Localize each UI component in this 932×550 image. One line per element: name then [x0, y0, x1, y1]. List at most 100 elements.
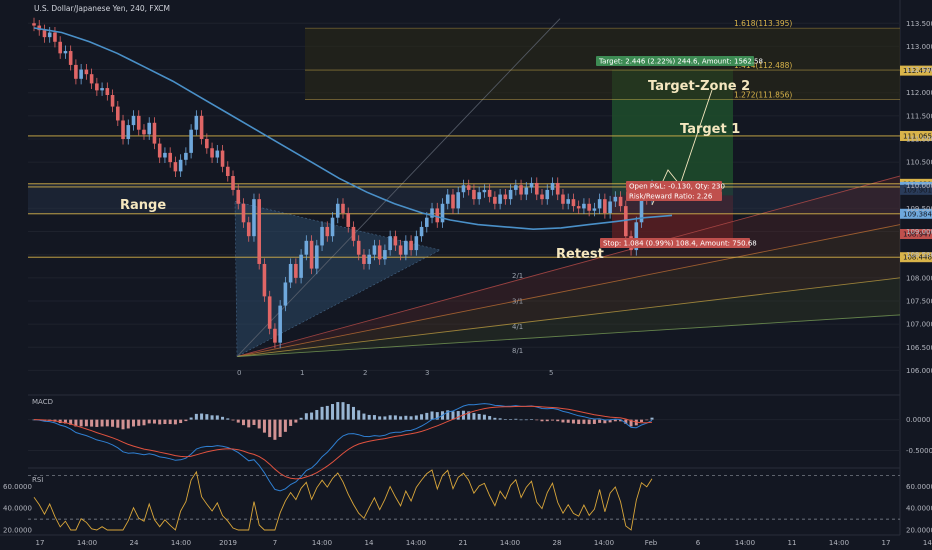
candle-body-108: [597, 199, 602, 209]
macd-hist-bar-112: [619, 419, 623, 422]
fan-line-3: [236, 314, 901, 357]
candle-body-26: [168, 152, 172, 163]
candle-body-17: [121, 120, 125, 139]
grid-layer: [28, 22, 900, 371]
macd-hist-bar-28: [179, 419, 183, 424]
macd-hist-bar-41: [247, 419, 251, 428]
macd-hist-bar-104: [577, 419, 581, 425]
candle-body-40: [241, 203, 246, 223]
candle-body-24: [157, 143, 162, 158]
candle-body-44: [262, 263, 267, 297]
stop-info-text: Stop: 1.084 (0.99%) 108.4, Amount: 750.6…: [603, 240, 757, 248]
candle-body-93: [519, 185, 523, 195]
time-tick-label-9: 21: [459, 539, 468, 547]
candle-body-115: [634, 222, 639, 251]
fib-label-0: 1.618(113.395): [734, 19, 792, 28]
candle-body-12: [95, 83, 99, 91]
price-tag-label-4: 109.901: [903, 186, 932, 194]
time-tick-label-16: 11: [788, 539, 797, 547]
rsi-label: RSI: [32, 476, 43, 484]
macd-hist-bar-26: [168, 419, 172, 425]
candle-body-9: [79, 69, 83, 79]
macd-hist-bar-97: [540, 419, 544, 422]
macd-hist-bar-12: [95, 419, 99, 427]
time-tick-label-5: 7: [273, 539, 277, 547]
macd-hist-bar-61: [351, 406, 355, 420]
macd-hist-bar-55: [320, 406, 324, 420]
candle-body-8: [74, 64, 78, 79]
candle-body-43: [257, 199, 262, 264]
macd-hist-bar-92: [514, 418, 518, 420]
target-info-bg: [596, 56, 754, 66]
candle-body-38: [231, 176, 235, 190]
price-tag-bg-1: [900, 130, 932, 141]
candle-body-31: [194, 115, 199, 130]
macd-hist-bar-17: [121, 419, 125, 430]
rsi-line: [33, 469, 653, 531]
macd-hist-bar-118: [650, 417, 654, 420]
macd-hist-bar-23: [152, 419, 156, 424]
candle-body-116: [639, 194, 644, 223]
candle-body-50: [294, 263, 298, 278]
macd-hist-bar-54: [315, 410, 319, 420]
macd-hist-bar-102: [566, 419, 570, 423]
fan-line-1: [236, 224, 901, 357]
time-tick-label-1: 14:00: [77, 539, 97, 547]
candle-body-25: [163, 152, 167, 158]
candle-body-16: [115, 106, 120, 121]
candle-body-68: [388, 236, 392, 251]
candle-body-92: [514, 185, 518, 190]
macd-line: [33, 403, 653, 492]
candle-body-32: [199, 115, 204, 139]
candle-body-34: [210, 148, 214, 158]
candle-body-94: [524, 187, 529, 195]
candle-body-41: [246, 222, 251, 237]
time-tick-label-2: 24: [130, 539, 139, 547]
macd-signal-line: [33, 405, 653, 480]
moving-average-layer: [33, 27, 673, 231]
macd-hist-bar-69: [393, 415, 397, 420]
macd-hist-bar-101: [561, 419, 565, 423]
price-tag-label-7: 108.446: [903, 254, 932, 262]
macd-hist-bar-18: [126, 419, 130, 429]
candle-body-62: [356, 240, 361, 255]
time-tick-label-8: 14:00: [406, 539, 426, 547]
price-tag-bg-7: [900, 252, 932, 263]
macd-hist-bar-38: [231, 419, 235, 421]
candle-body-63: [362, 254, 366, 264]
candle-body-22: [147, 122, 152, 135]
time-tick-label-6: 14:00: [312, 539, 332, 547]
candle-body-74: [419, 226, 424, 237]
candle-body-48: [283, 282, 288, 306]
candle-body-15: [110, 95, 115, 107]
candle-body-86: [482, 189, 487, 193]
price-tick-label-6: 110.500: [906, 159, 932, 167]
macd-hist-bar-10: [84, 419, 88, 427]
candle-body-95: [529, 182, 534, 188]
macd-hist-bar-14: [105, 419, 109, 427]
price-tag-bg-6: [900, 229, 932, 240]
candle-body-1: [37, 25, 42, 31]
macd-hist-bar-9: [79, 419, 83, 427]
time-tick-label-10: 14:00: [500, 539, 520, 547]
rsi-tick-label-left-1: 40.0000: [3, 505, 32, 513]
candle-body-29: [184, 152, 188, 160]
candle-body-59: [341, 203, 345, 214]
macd-hist-bar-85: [477, 413, 481, 420]
macd-hist-bar-52: [304, 413, 308, 420]
candle-body-47: [278, 305, 282, 343]
annotation-layer: U.S. Dollar/Japanese Yen, 240, FXCM Rang…: [32, 4, 763, 484]
macd-hist-bar-108: [598, 419, 602, 423]
price-tick-label-15: 106.000: [906, 367, 932, 375]
price-tag-bg-4: [900, 184, 932, 195]
price-tick-label-2: 112.500: [906, 66, 932, 74]
candle-body-55: [320, 226, 324, 246]
macd-hist-bar-37: [226, 418, 230, 420]
fan-fill-1: [237, 224, 900, 357]
fan-line-2: [236, 277, 901, 357]
macd-hist-bar-46: [273, 419, 277, 440]
candle-body-53: [309, 240, 314, 269]
candle-body-14: [105, 88, 110, 96]
candle-body-11: [89, 74, 94, 84]
